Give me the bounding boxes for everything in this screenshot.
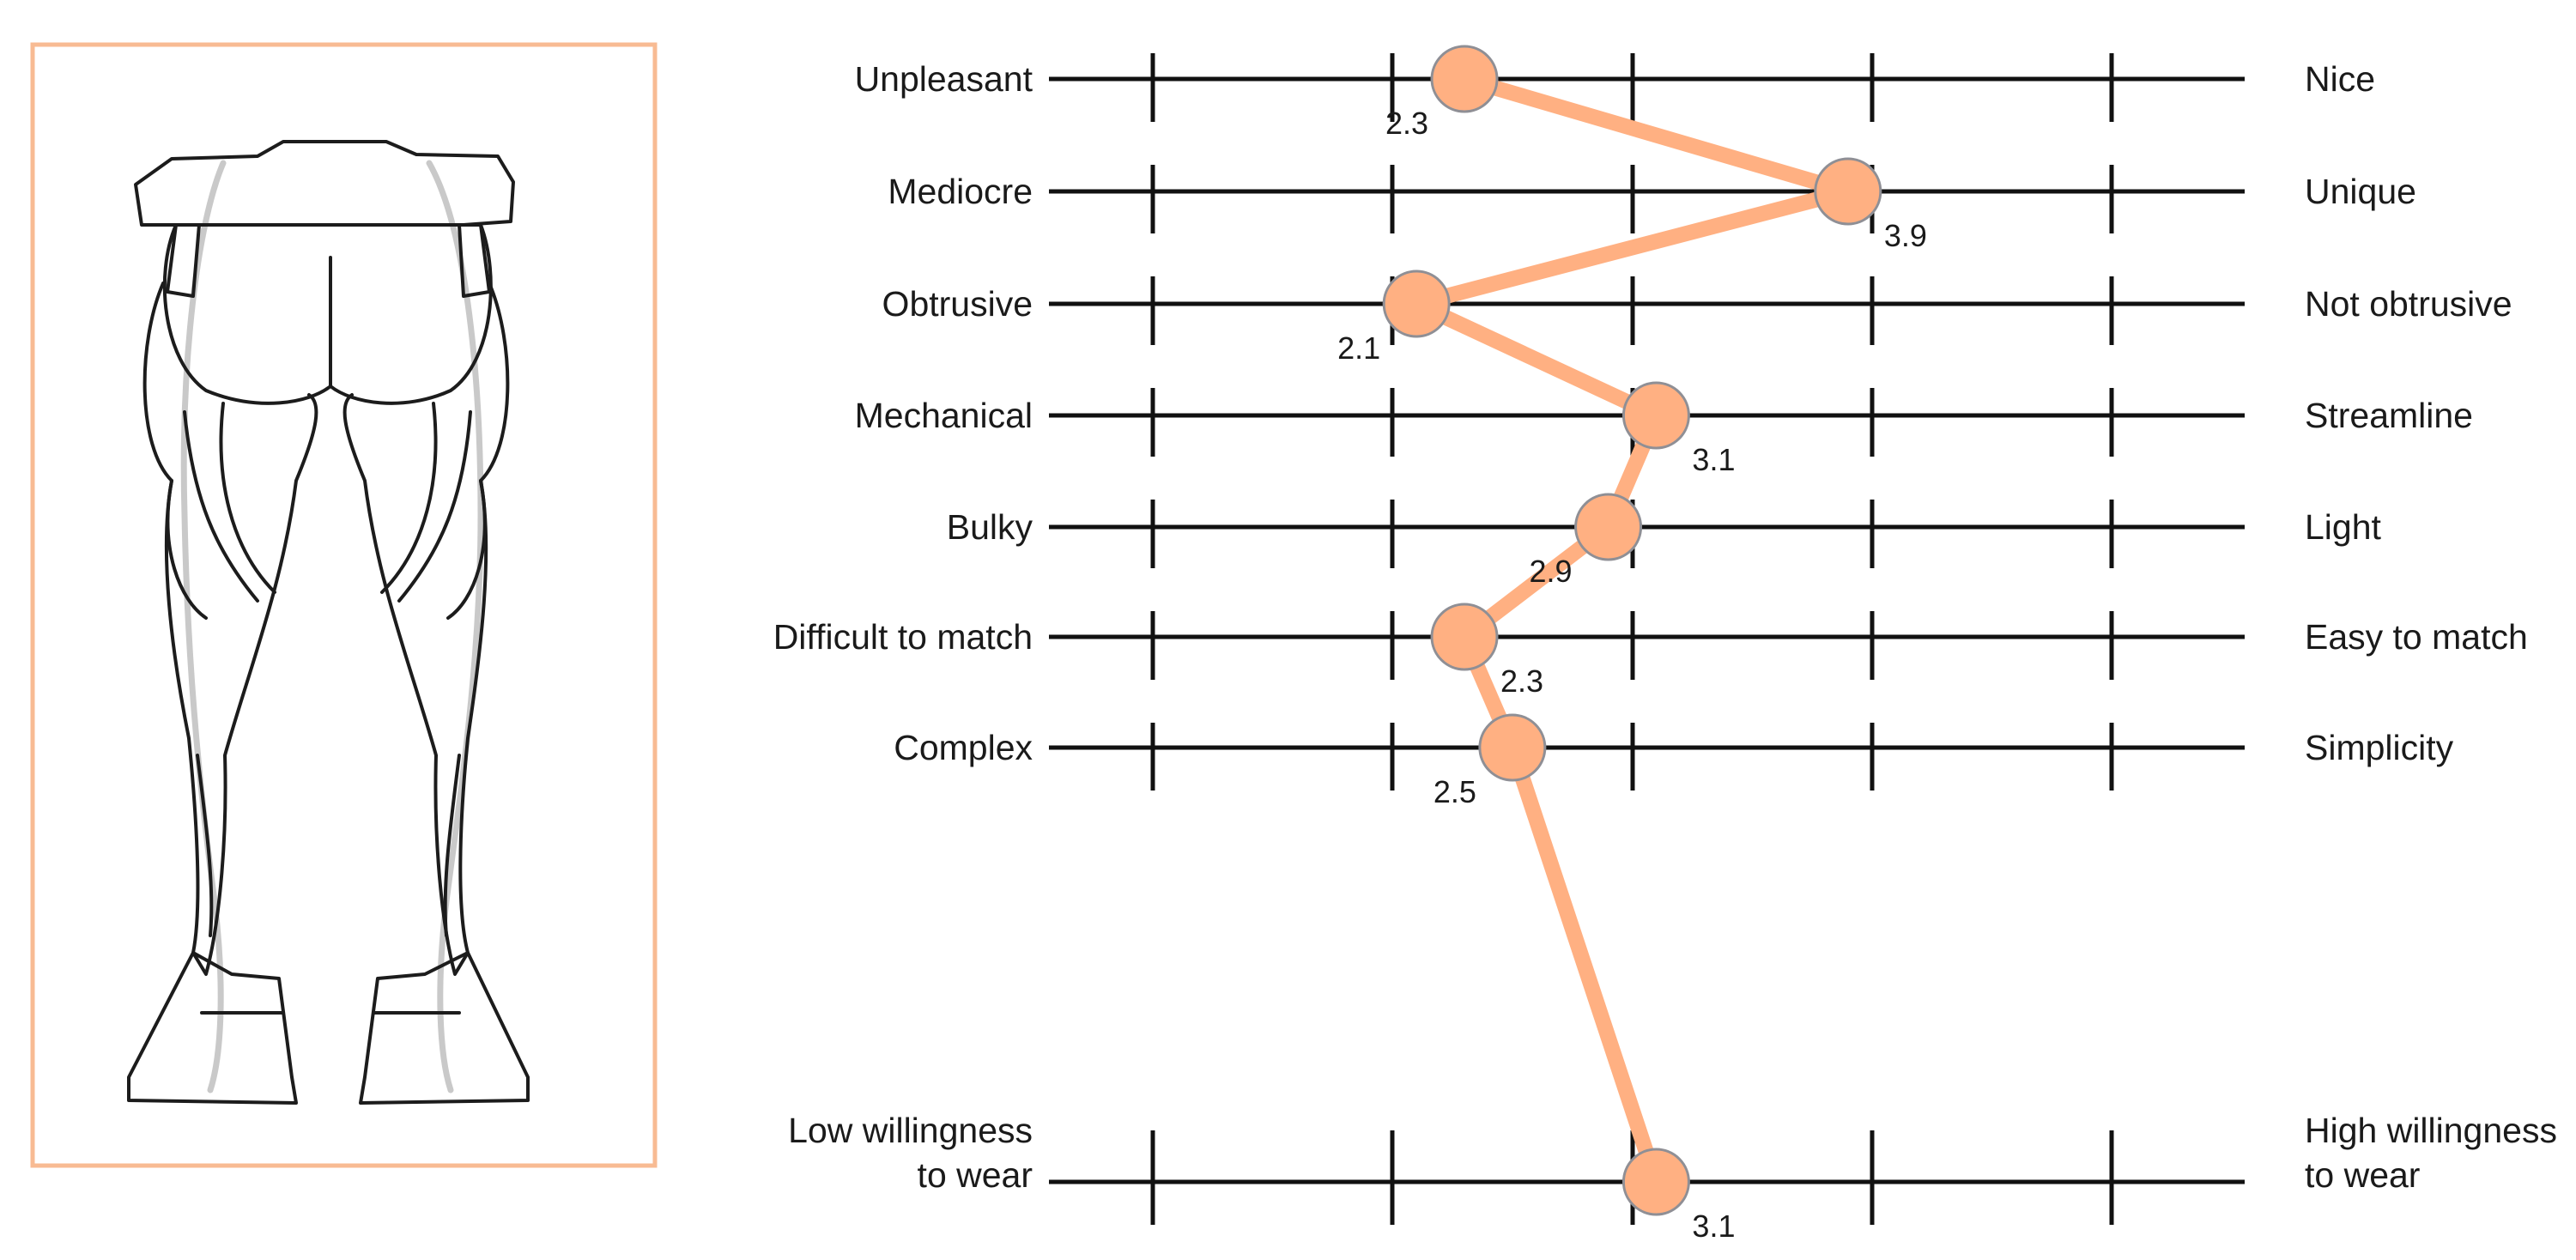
left-label: Bulky <box>947 507 1033 547</box>
semantic-differential-chart: Unpleasant Mediocre Obtrusive Mechanical Bul… <box>773 38 2557 1244</box>
left-label: Mechanical <box>855 396 1033 435</box>
value-label: 3.1 <box>1692 442 1735 477</box>
left-label: Unpleasant <box>855 59 1033 99</box>
right-label: Light <box>2305 507 2382 547</box>
left-label: Obtrusive <box>882 284 1033 324</box>
left-label: Difficult to match <box>773 617 1033 657</box>
scale-tick-marks <box>1150 38 2114 1225</box>
left-label: Complex <box>894 728 1033 767</box>
right-label: Streamline <box>2305 396 2473 435</box>
profile-marker <box>1430 45 1499 113</box>
value-label: 3.9 <box>1884 218 1927 253</box>
value-label: 2.3 <box>1500 663 1543 699</box>
left-label: Mediocre <box>888 172 1033 211</box>
profile-marker <box>1621 1148 1690 1216</box>
right-label: Not obtrusive <box>2305 284 2512 324</box>
right-adjective-labels: Nice Unique Not obtrusive Streamline Light Ea… <box>2305 59 2557 1195</box>
exoskeleton-sketch <box>127 140 530 1105</box>
profile-marker <box>1478 713 1547 782</box>
value-label: 2.5 <box>1433 774 1476 809</box>
value-labels: 2.3 3.9 2.1 3.1 2.9 2.3 2.5 3.1 <box>1337 106 1927 1244</box>
right-label: Unique <box>2305 172 2416 211</box>
right-label: Nice <box>2305 59 2375 99</box>
right-label: Easy to match <box>2305 617 2528 657</box>
left-label: Low willingness <box>788 1111 1033 1150</box>
profile-marker <box>1621 381 1690 450</box>
left-adjective-labels: Unpleasant Mediocre Obtrusive Mechanical Bul… <box>773 59 1033 1195</box>
profile-markers <box>1382 45 1882 1216</box>
value-label: 2.3 <box>1385 106 1428 141</box>
profile-marker <box>1814 157 1882 226</box>
value-label: 2.1 <box>1337 330 1380 366</box>
right-label: to wear <box>2305 1155 2420 1195</box>
profile-marker <box>1430 603 1499 671</box>
value-label: 2.9 <box>1530 554 1573 589</box>
exoskeleton-illustration <box>30 42 658 1168</box>
left-label: to wear <box>918 1155 1033 1195</box>
right-label: High willingness <box>2305 1111 2557 1150</box>
profile-marker <box>1574 493 1643 561</box>
illustration-frame <box>30 42 658 1168</box>
value-label: 3.1 <box>1692 1209 1735 1244</box>
right-label: Simplicity <box>2305 728 2454 767</box>
profile-marker <box>1382 270 1451 338</box>
